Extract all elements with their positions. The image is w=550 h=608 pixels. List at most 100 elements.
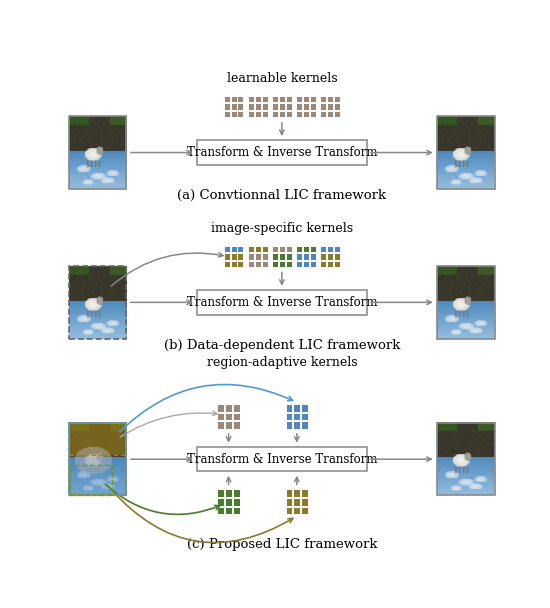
Bar [320, 96, 326, 102]
Bar [238, 261, 244, 268]
Bar [327, 96, 333, 102]
Bar [310, 253, 316, 260]
Bar [285, 498, 293, 505]
Bar [437, 423, 495, 496]
Bar [320, 253, 326, 260]
Bar [296, 103, 302, 110]
Bar [233, 489, 240, 497]
Bar [279, 253, 285, 260]
Bar [225, 404, 232, 412]
Bar [320, 111, 326, 117]
Bar [238, 103, 244, 110]
Bar [248, 253, 254, 260]
Bar [327, 253, 333, 260]
Bar [286, 103, 292, 110]
Bar [255, 261, 261, 268]
Bar [69, 455, 125, 495]
Bar [303, 253, 309, 260]
Bar [248, 103, 254, 110]
Bar [334, 103, 340, 110]
FancyBboxPatch shape [197, 290, 367, 314]
Bar [224, 103, 230, 110]
Bar [310, 103, 316, 110]
Bar [296, 261, 302, 268]
Bar [334, 246, 340, 252]
Bar [262, 111, 267, 117]
Text: Transform & Inverse Transform: Transform & Inverse Transform [186, 453, 377, 466]
Bar [238, 111, 244, 117]
Bar [293, 498, 300, 505]
Bar [233, 413, 240, 420]
Bar [230, 111, 236, 117]
Bar [233, 506, 240, 514]
Bar [320, 261, 326, 268]
Bar [70, 465, 112, 494]
Bar [293, 413, 300, 420]
Text: learnable kernels: learnable kernels [227, 72, 337, 85]
Bar [225, 421, 232, 429]
Bar [255, 246, 261, 252]
Bar [224, 246, 230, 252]
Bar [224, 111, 230, 117]
Bar [262, 103, 267, 110]
Bar [255, 96, 261, 102]
Bar [296, 246, 302, 252]
Bar [230, 253, 236, 260]
Bar [230, 261, 236, 268]
Bar [301, 489, 308, 497]
Bar [238, 246, 244, 252]
Bar [233, 404, 240, 412]
Bar [296, 111, 302, 117]
Bar [296, 96, 302, 102]
Bar [279, 111, 285, 117]
Bar [279, 96, 285, 102]
Bar [248, 246, 254, 252]
Bar [301, 404, 308, 412]
Bar [286, 246, 292, 252]
Bar [230, 103, 236, 110]
Bar [301, 506, 308, 514]
Bar [272, 103, 278, 110]
Bar [230, 96, 236, 102]
Bar [334, 96, 340, 102]
Text: (b) Data-dependent LIC framework: (b) Data-dependent LIC framework [164, 339, 400, 352]
Bar [225, 413, 232, 420]
Bar [320, 103, 326, 110]
Bar [327, 111, 333, 117]
Bar [279, 246, 285, 252]
Bar [286, 111, 292, 117]
Bar [285, 489, 293, 497]
Bar [225, 498, 232, 505]
Bar [248, 96, 254, 102]
Bar [238, 253, 244, 260]
Bar [310, 111, 316, 117]
Bar [301, 413, 308, 420]
Bar [262, 261, 267, 268]
Bar [217, 498, 224, 505]
Bar [217, 404, 224, 412]
Bar [272, 261, 278, 268]
Bar [293, 404, 300, 412]
Bar [334, 111, 340, 117]
Text: Transform & Inverse Transform: Transform & Inverse Transform [186, 146, 377, 159]
Bar [224, 253, 230, 260]
Bar [437, 266, 495, 339]
Bar [296, 253, 302, 260]
Bar [310, 246, 316, 252]
Text: region-adaptive kernels: region-adaptive kernels [207, 356, 357, 368]
Bar [248, 111, 254, 117]
Bar [279, 103, 285, 110]
Bar [69, 266, 126, 339]
Bar [334, 261, 340, 268]
Bar [285, 413, 293, 420]
Text: image-specific kernels: image-specific kernels [211, 222, 353, 235]
Text: (c) Proposed LIC framework: (c) Proposed LIC framework [186, 539, 377, 551]
Bar [301, 498, 308, 505]
Bar [285, 506, 293, 514]
Bar [286, 253, 292, 260]
Bar [248, 261, 254, 268]
Bar [217, 489, 224, 497]
Bar [217, 506, 224, 514]
Bar [334, 253, 340, 260]
Bar [310, 96, 316, 102]
